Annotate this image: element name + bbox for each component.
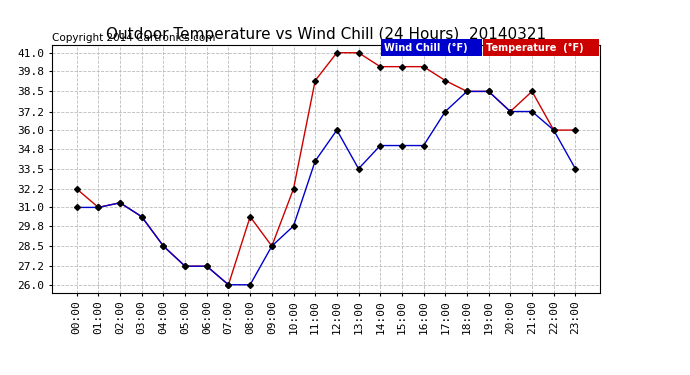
Text: Wind Chill  (°F): Wind Chill (°F): [384, 43, 467, 53]
FancyBboxPatch shape: [381, 39, 482, 56]
FancyBboxPatch shape: [484, 39, 599, 56]
Text: Copyright 2014 Cartronics.com: Copyright 2014 Cartronics.com: [52, 33, 215, 42]
Text: Temperature  (°F): Temperature (°F): [486, 43, 584, 53]
Title: Outdoor Temperature vs Wind Chill (24 Hours)  20140321: Outdoor Temperature vs Wind Chill (24 Ho…: [106, 27, 546, 42]
